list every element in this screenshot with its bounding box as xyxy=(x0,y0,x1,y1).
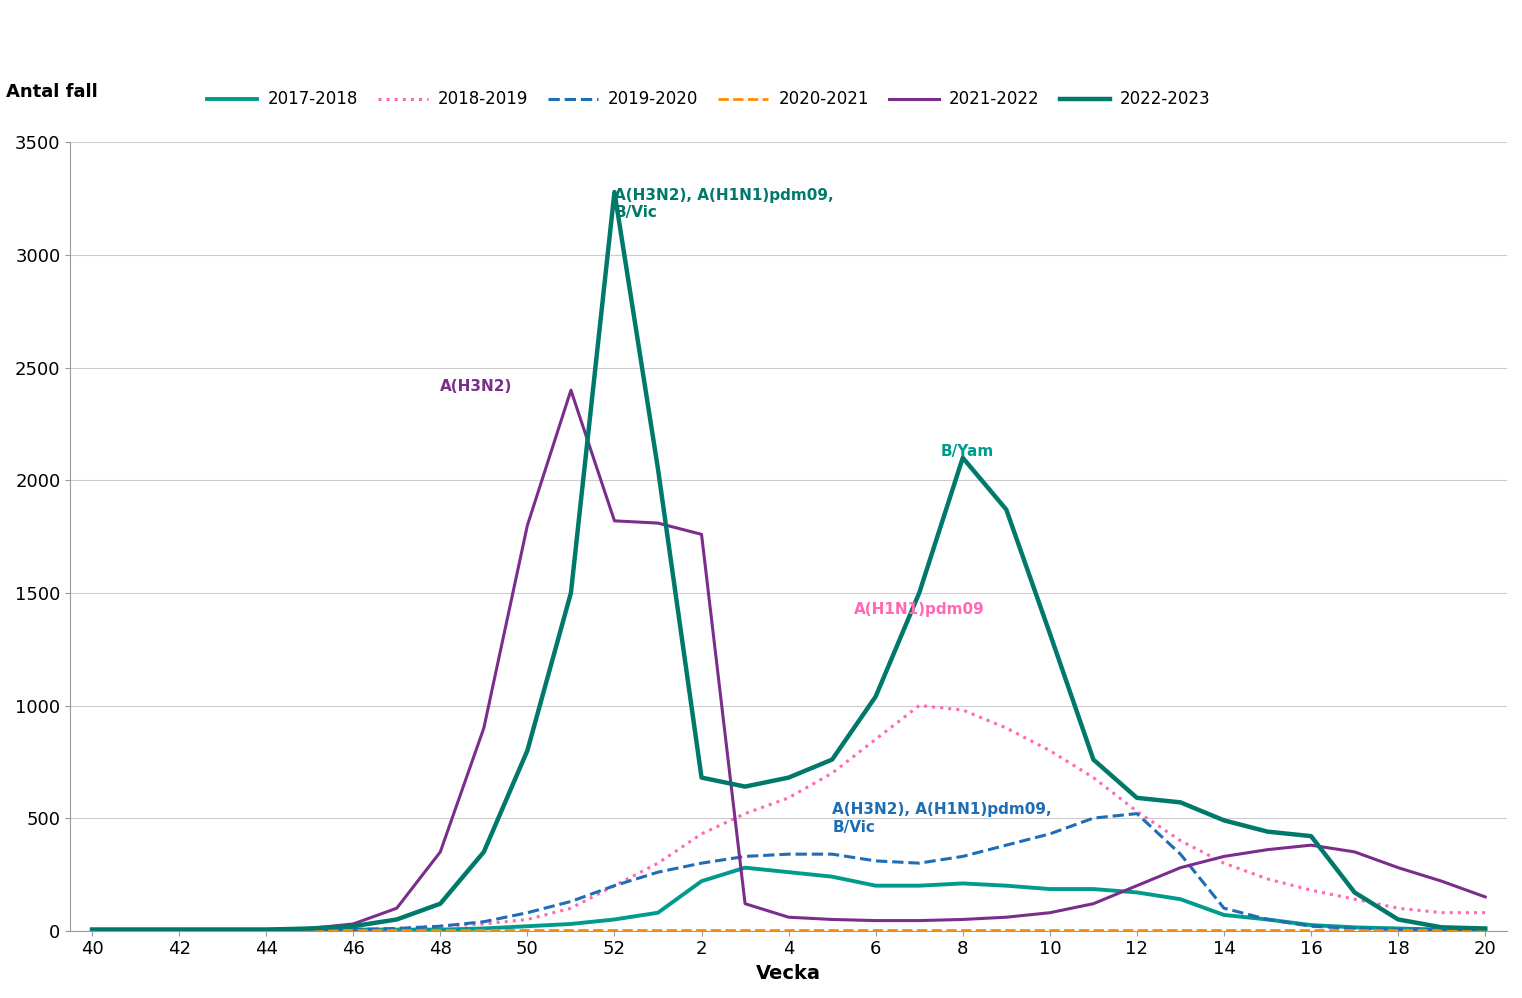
Text: A(H3N2), A(H1N1)pdm09,
B/Vic: A(H3N2), A(H1N1)pdm09, B/Vic xyxy=(615,188,834,220)
Text: Antal fall: Antal fall xyxy=(6,84,97,102)
Legend: 2017-2018, 2018-2019, 2019-2020, 2020-2021, 2021-2022, 2022-2023: 2017-2018, 2018-2019, 2019-2020, 2020-20… xyxy=(201,84,1218,115)
Text: B/Yam: B/Yam xyxy=(941,444,994,459)
X-axis label: Vecka: Vecka xyxy=(756,964,820,983)
Text: A(H3N2): A(H3N2) xyxy=(440,379,513,394)
Text: A(H3N2), A(H1N1)pdm09,
B/Vic: A(H3N2), A(H1N1)pdm09, B/Vic xyxy=(833,802,1052,834)
Text: A(H1N1)pdm09: A(H1N1)pdm09 xyxy=(854,602,985,617)
